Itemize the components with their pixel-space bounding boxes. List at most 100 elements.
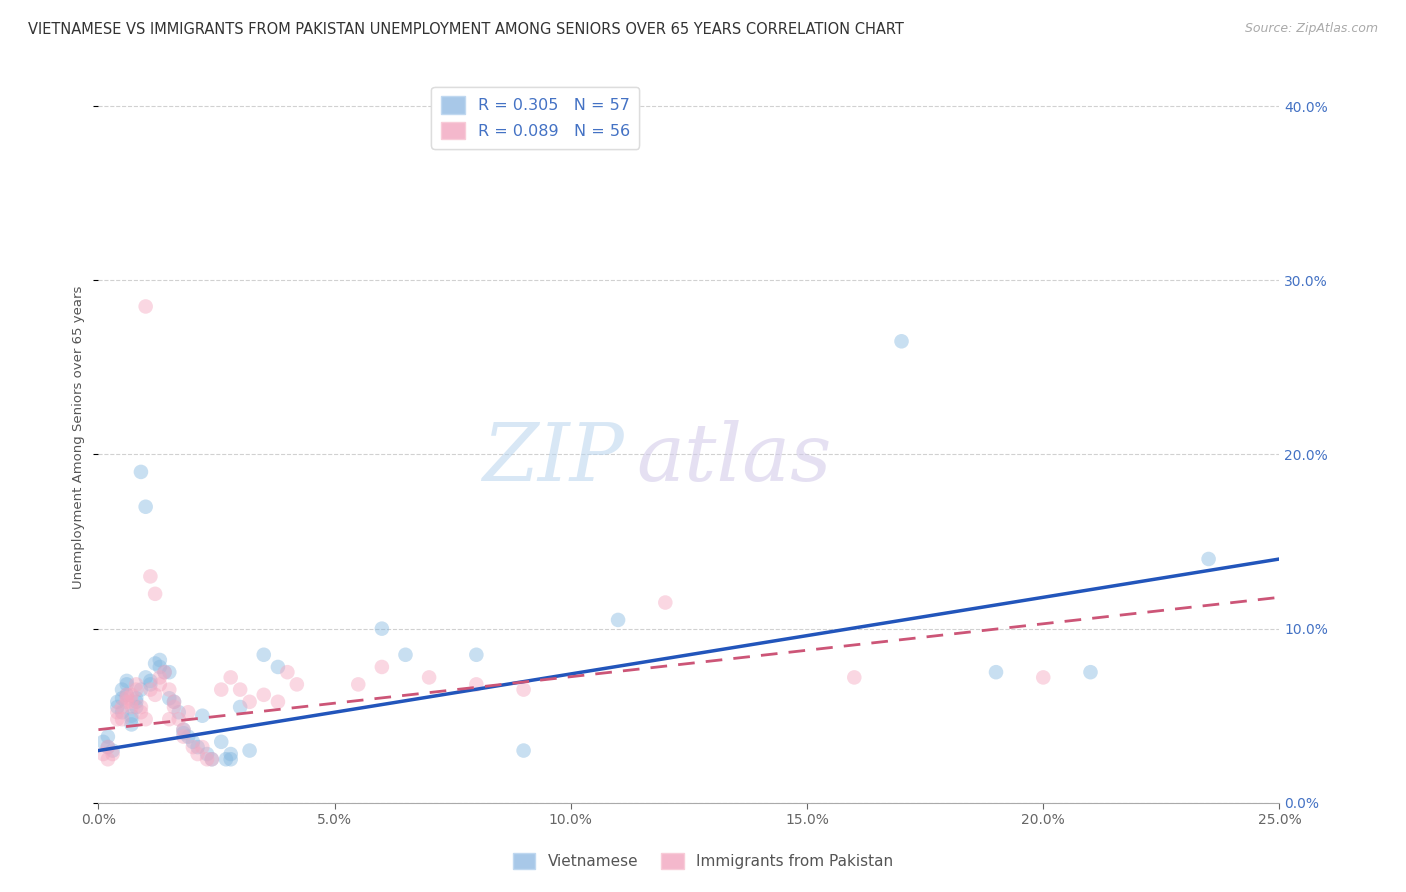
Point <box>167 712 190 726</box>
Point <box>121 700 143 714</box>
Point <box>121 717 143 731</box>
Text: atlas: atlas <box>636 420 831 498</box>
Point <box>139 677 162 691</box>
Point <box>129 465 152 479</box>
Point <box>219 747 242 761</box>
Point <box>215 752 238 766</box>
Point <box>135 500 157 514</box>
Point <box>418 670 440 684</box>
Point <box>201 752 224 766</box>
Point <box>157 691 180 706</box>
Point <box>191 740 214 755</box>
Point <box>143 587 166 601</box>
Point <box>157 712 180 726</box>
Point <box>115 688 138 702</box>
Point <box>153 665 176 680</box>
Point <box>115 688 138 702</box>
Point <box>267 660 290 674</box>
Point <box>105 712 128 726</box>
Point <box>984 665 1007 680</box>
Point <box>153 665 176 680</box>
Point <box>129 682 152 697</box>
Point <box>115 695 138 709</box>
Legend: Vietnamese, Immigrants from Pakistan: Vietnamese, Immigrants from Pakistan <box>506 847 900 875</box>
Point <box>101 747 124 761</box>
Point <box>1080 665 1102 680</box>
Point <box>157 665 180 680</box>
Point <box>187 747 209 761</box>
Point <box>465 677 488 691</box>
Point <box>844 670 866 684</box>
Point <box>267 695 290 709</box>
Point <box>1198 552 1220 566</box>
Point <box>125 691 148 706</box>
Point <box>172 726 194 740</box>
Point <box>394 648 416 662</box>
Point <box>121 688 143 702</box>
Point <box>121 708 143 723</box>
Point <box>209 682 232 697</box>
Point <box>229 682 252 697</box>
Point <box>512 682 534 697</box>
Point <box>115 691 138 706</box>
Point <box>172 723 194 737</box>
Point <box>115 673 138 688</box>
Point <box>195 752 218 766</box>
Point <box>115 677 138 691</box>
Point <box>172 723 194 737</box>
Point <box>181 740 204 755</box>
Text: ZIP: ZIP <box>482 420 624 498</box>
Point <box>91 735 114 749</box>
Point <box>129 700 152 714</box>
Point <box>654 595 676 609</box>
Point <box>121 695 143 709</box>
Point <box>135 670 157 684</box>
Point <box>371 622 394 636</box>
Point <box>139 682 162 697</box>
Point <box>121 712 143 726</box>
Point <box>111 705 134 719</box>
Point <box>97 740 120 755</box>
Point <box>111 700 134 714</box>
Point <box>97 730 120 744</box>
Point <box>163 695 186 709</box>
Point <box>177 705 200 719</box>
Point <box>209 735 232 749</box>
Point <box>139 673 162 688</box>
Point <box>111 691 134 706</box>
Point <box>201 752 224 766</box>
Point <box>143 688 166 702</box>
Point <box>347 677 370 691</box>
Point <box>125 695 148 709</box>
Point <box>195 747 218 761</box>
Point <box>97 752 120 766</box>
Point <box>285 677 308 691</box>
Point <box>219 752 242 766</box>
Point <box>111 682 134 697</box>
Point <box>253 688 276 702</box>
Point <box>607 613 630 627</box>
Point <box>129 705 152 719</box>
Point <box>239 695 262 709</box>
Point <box>135 300 157 314</box>
Point <box>1032 670 1054 684</box>
Point <box>177 730 200 744</box>
Point <box>149 677 172 691</box>
Point <box>163 700 186 714</box>
Point <box>167 705 190 719</box>
Point <box>91 747 114 761</box>
Point <box>157 682 180 697</box>
Legend: R = 0.305   N = 57, R = 0.089   N = 56: R = 0.305 N = 57, R = 0.089 N = 56 <box>432 87 640 149</box>
Point <box>219 670 242 684</box>
Point <box>111 712 134 726</box>
Point <box>143 657 166 671</box>
Point <box>105 700 128 714</box>
Point <box>105 695 128 709</box>
Point <box>239 743 262 757</box>
Point <box>181 735 204 749</box>
Point <box>125 677 148 691</box>
Point <box>149 660 172 674</box>
Text: VIETNAMESE VS IMMIGRANTS FROM PAKISTAN UNEMPLOYMENT AMONG SENIORS OVER 65 YEARS : VIETNAMESE VS IMMIGRANTS FROM PAKISTAN U… <box>28 22 904 37</box>
Point <box>253 648 276 662</box>
Point <box>125 682 148 697</box>
